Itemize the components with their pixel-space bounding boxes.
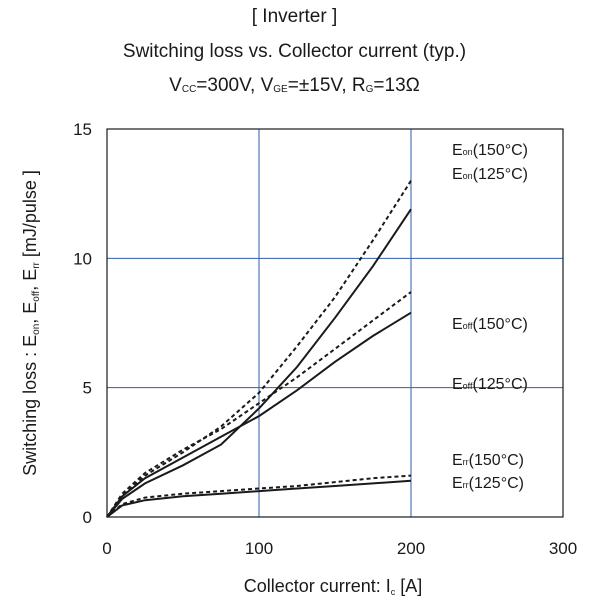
x-tick-labels: 0 100 200 300 (102, 539, 577, 558)
series-label: Err(125°C) (452, 475, 524, 492)
series-label: Eon(125°C) (452, 166, 528, 183)
y-tick-label: 15 (73, 120, 92, 139)
series-line-eoff-150 (106, 291, 412, 518)
y-tick-labels: 0 5 10 15 (73, 120, 92, 527)
chart-subtitle: Switching loss vs. Collector current (ty… (122, 41, 467, 62)
series-line-eoff-125 (106, 311, 412, 518)
y-tick-label: 0 (83, 508, 92, 527)
series-label: Err(150°C) (452, 452, 524, 469)
plot-frame (106, 128, 564, 518)
vcc-condition: VCC=300V, (169, 75, 261, 96)
series-label: Eoff(150°C) (452, 316, 528, 333)
y-tick-label: 5 (83, 379, 92, 398)
x-tick-label: 300 (549, 539, 577, 558)
series-labels: Eon(150°C) Eon(125°C) Eoff(150°C) Eoff(125°… (452, 142, 528, 492)
x-axis-title: Collector current: Ic [A] (244, 576, 423, 597)
series-line-err-125 (106, 479, 412, 518)
x-tick-label: 0 (102, 539, 111, 558)
x-tick-label: 200 (397, 539, 425, 558)
series-label: Eoff(125°C) (452, 376, 528, 393)
grid-lines (107, 129, 563, 517)
rg-condition: RG=13Ω (351, 75, 420, 96)
y-tick-label: 10 (73, 249, 92, 268)
chart-title: [ Inverter ] (251, 6, 338, 27)
series-label: Eon(150°C) (452, 142, 528, 159)
x-tick-label: 100 (245, 539, 273, 558)
vge-condition: VGE=±15V, (260, 75, 352, 96)
y-axis-title: Switching loss : Eon, Eoff, Err [mJ/puls… (20, 170, 42, 476)
chart-conditions: VCC=300V, VGE=±15V, RG=13Ω (0, 75, 589, 97)
data-series (106, 180, 412, 518)
series-line-err-150 (106, 474, 412, 518)
